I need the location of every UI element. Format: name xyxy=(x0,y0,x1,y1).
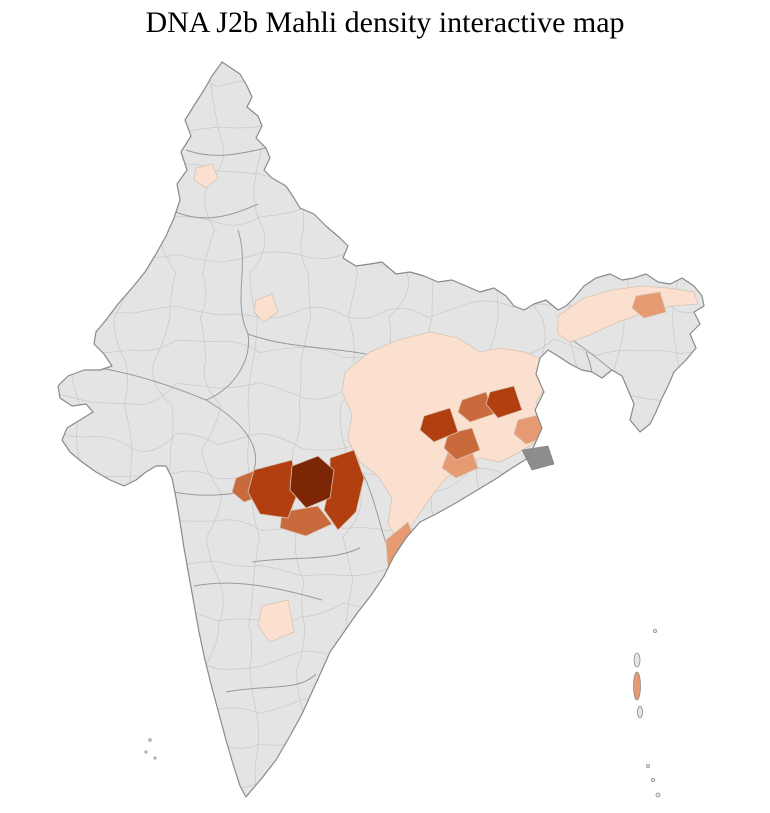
district-very-low-south-central[interactable] xyxy=(257,599,295,643)
map-title: DNA J2b Mahli density interactive map xyxy=(145,6,625,39)
district-medium-east-b[interactable] xyxy=(457,391,495,423)
lakshadweep-island-c[interactable] xyxy=(153,756,157,760)
lakshadweep-island-b[interactable] xyxy=(144,750,148,754)
andaman-north-island[interactable] xyxy=(633,652,641,668)
district-low-upper-assam[interactable] xyxy=(631,291,667,319)
density-districts xyxy=(193,163,699,643)
andaman-south-island[interactable] xyxy=(637,705,643,719)
district-very-low-northeast-hills[interactable] xyxy=(595,379,623,413)
district-high-east-north-spot[interactable] xyxy=(485,385,523,419)
nicobar-island-a[interactable] xyxy=(646,764,651,769)
nicobar-island-b[interactable] xyxy=(651,778,656,783)
district-high-east-west-spot[interactable] xyxy=(419,407,459,443)
district-boundary-line xyxy=(58,691,704,717)
district-boundary-line xyxy=(247,62,266,797)
lakshadweep-island-a[interactable] xyxy=(148,738,152,742)
island-dot[interactable] xyxy=(653,629,658,634)
district-boundary-line xyxy=(58,780,704,797)
district-highest-central-core[interactable] xyxy=(289,455,335,509)
island-groups[interactable] xyxy=(144,629,661,798)
district-boundary-line xyxy=(58,163,704,187)
district-boundary-line xyxy=(58,649,704,673)
district-boundary-line xyxy=(58,733,704,758)
district-boundary-line xyxy=(567,62,593,797)
region-very-low-assam-valley[interactable] xyxy=(557,285,699,343)
district-very-low-north[interactable] xyxy=(193,163,219,189)
district-boundary-line xyxy=(58,119,704,144)
andaman-middle-island-colored[interactable] xyxy=(633,671,641,701)
district-high-central-west[interactable] xyxy=(247,459,299,519)
district-medium-central-south[interactable] xyxy=(279,505,333,537)
district-boundary-line xyxy=(58,73,704,96)
district-boundary-line xyxy=(58,602,704,623)
district-very-low-uttarakhand[interactable] xyxy=(253,293,279,323)
sundarbans-delta-patch xyxy=(521,445,555,471)
nicobar-island-c[interactable] xyxy=(655,792,661,798)
district-boundary-line xyxy=(58,204,704,227)
district-boundary-line xyxy=(660,62,684,797)
district-medium-east-c[interactable] xyxy=(443,427,481,461)
